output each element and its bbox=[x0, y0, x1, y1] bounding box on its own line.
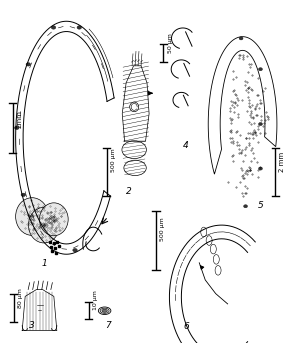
Ellipse shape bbox=[102, 309, 107, 312]
Text: 1: 1 bbox=[41, 259, 47, 268]
Ellipse shape bbox=[43, 239, 48, 243]
Text: 2 mm: 2 mm bbox=[279, 152, 285, 172]
Text: 50 μm: 50 μm bbox=[167, 33, 172, 53]
Ellipse shape bbox=[15, 126, 19, 129]
Ellipse shape bbox=[244, 205, 248, 208]
Ellipse shape bbox=[100, 308, 109, 313]
Ellipse shape bbox=[239, 37, 243, 40]
Ellipse shape bbox=[122, 141, 146, 159]
Circle shape bbox=[28, 207, 59, 243]
Text: 5: 5 bbox=[258, 201, 263, 210]
Ellipse shape bbox=[201, 227, 207, 237]
Ellipse shape bbox=[51, 26, 56, 29]
Ellipse shape bbox=[259, 122, 262, 126]
Ellipse shape bbox=[215, 266, 221, 275]
Text: 500 μm: 500 μm bbox=[160, 217, 165, 240]
Text: 2: 2 bbox=[126, 187, 132, 196]
Polygon shape bbox=[208, 37, 277, 174]
Ellipse shape bbox=[124, 160, 146, 175]
Text: 4: 4 bbox=[183, 141, 189, 150]
Text: 2mm: 2mm bbox=[16, 110, 22, 128]
Ellipse shape bbox=[210, 244, 216, 254]
Ellipse shape bbox=[213, 255, 219, 264]
Text: 80 μm: 80 μm bbox=[18, 288, 22, 308]
Ellipse shape bbox=[98, 307, 111, 314]
Ellipse shape bbox=[73, 248, 77, 252]
Text: 500 μm: 500 μm bbox=[111, 148, 116, 172]
Ellipse shape bbox=[259, 68, 262, 71]
Ellipse shape bbox=[77, 26, 82, 29]
Ellipse shape bbox=[259, 167, 262, 170]
Circle shape bbox=[16, 198, 49, 235]
Circle shape bbox=[40, 203, 68, 236]
Ellipse shape bbox=[130, 102, 139, 112]
Ellipse shape bbox=[21, 193, 26, 196]
Polygon shape bbox=[122, 66, 149, 141]
Text: 6: 6 bbox=[183, 322, 189, 331]
Ellipse shape bbox=[206, 236, 212, 245]
Text: 10 μm: 10 μm bbox=[93, 290, 98, 310]
Text: 7: 7 bbox=[105, 321, 111, 330]
Text: 3: 3 bbox=[29, 321, 35, 330]
Polygon shape bbox=[22, 290, 57, 331]
Ellipse shape bbox=[26, 63, 31, 66]
